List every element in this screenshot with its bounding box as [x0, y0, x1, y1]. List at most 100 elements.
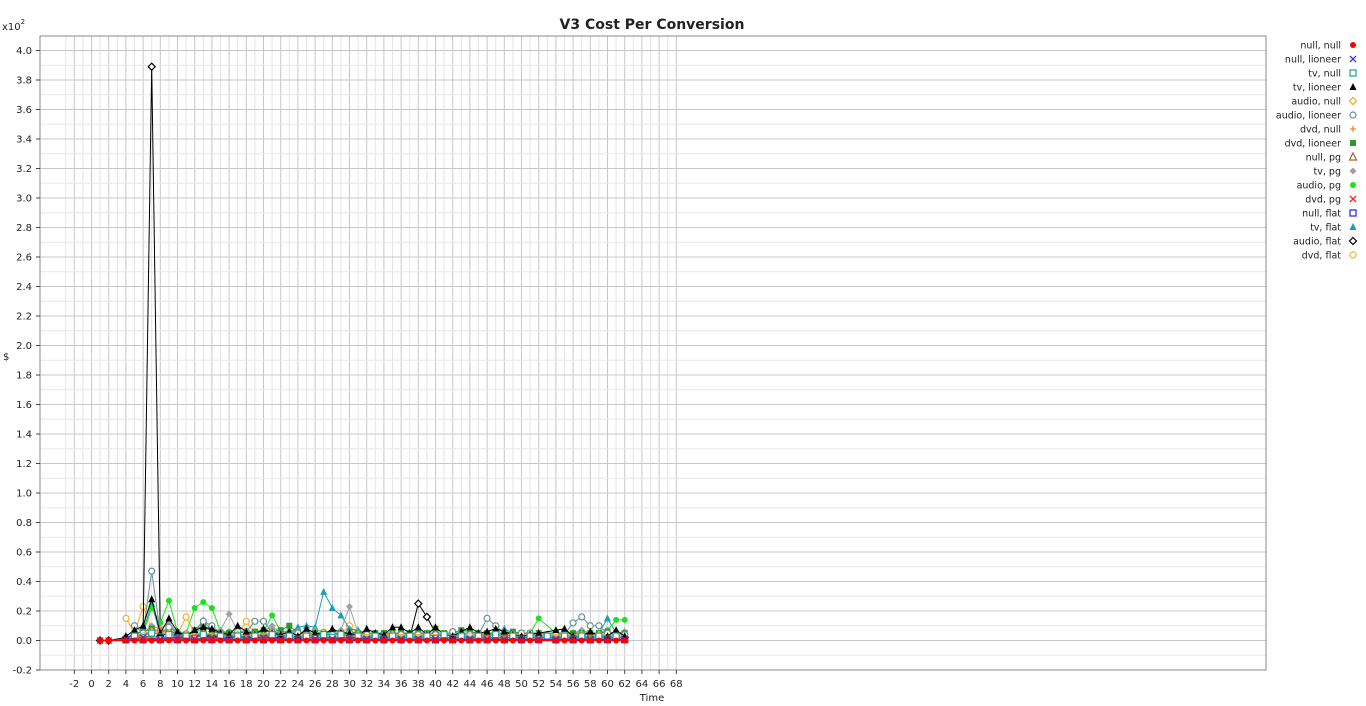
- data-point: [165, 637, 172, 644]
- data-point: [217, 637, 224, 644]
- x-tick-label: 58: [584, 679, 597, 690]
- data-point: [346, 637, 353, 644]
- x-tick-label: 24: [292, 679, 305, 690]
- data-point: [260, 631, 267, 638]
- data-point: [251, 637, 258, 644]
- data-point: [612, 626, 620, 634]
- data-point: [199, 630, 207, 639]
- x-tick-label: 38: [412, 679, 425, 690]
- legend-item: dvd, flat: [1302, 251, 1357, 262]
- legend-marker: [1349, 209, 1357, 217]
- data-point: [621, 616, 628, 623]
- legend-label: audio, lioneer: [1276, 111, 1341, 122]
- data-point: [148, 595, 156, 603]
- data-point: [208, 637, 215, 644]
- data-point: [131, 626, 138, 634]
- x-tick-label: 68: [670, 679, 683, 690]
- data-point: [509, 637, 516, 644]
- x-tick-label: 46: [481, 679, 494, 690]
- data-point: [251, 617, 259, 625]
- x-tick-label: 48: [498, 679, 511, 690]
- data-point: [535, 637, 542, 644]
- legend-label: dvd, flat: [1302, 251, 1342, 262]
- y-tick-label: 2.2: [16, 312, 32, 323]
- data-point: [613, 637, 620, 644]
- legend-item: audio, null: [1291, 97, 1358, 108]
- x-tick-label: 50: [515, 679, 528, 690]
- data-point: [303, 624, 310, 632]
- data-point: [148, 637, 155, 644]
- data-point: [286, 622, 293, 629]
- data-point: [586, 627, 594, 635]
- data-point: [578, 613, 586, 621]
- data-point: [182, 613, 190, 621]
- x-tick-label: 28: [326, 679, 339, 690]
- data-point: [208, 605, 215, 612]
- data-point: [200, 637, 207, 644]
- legend-item: tv, lioneer: [1293, 83, 1357, 94]
- y-tick-label: 3.0: [16, 194, 32, 205]
- x-tick-label: 30: [343, 679, 356, 690]
- data-point: [226, 637, 233, 644]
- data-point: [174, 637, 181, 644]
- data-point: [458, 637, 465, 644]
- y-tick-label: 1.4: [16, 430, 32, 441]
- data-point: [483, 614, 491, 622]
- data-point: [286, 637, 293, 644]
- data-point: [501, 637, 508, 644]
- legend-label: tv, null: [1308, 69, 1341, 80]
- data-point: [346, 603, 353, 611]
- data-point: [449, 637, 456, 644]
- data-point: [269, 637, 276, 644]
- data-point: [165, 630, 173, 639]
- data-point: [122, 614, 130, 622]
- data-point: [492, 630, 500, 639]
- x-tick-label: 2: [106, 679, 112, 690]
- data-point: [294, 623, 302, 631]
- y-tick-label: 1.6: [16, 400, 32, 411]
- x-tick-label: 8: [157, 679, 163, 690]
- legend-label: tv, flat: [1310, 223, 1341, 234]
- legend-marker: [1349, 251, 1357, 259]
- legend-marker: [1349, 55, 1357, 63]
- x-tick-label: 54: [550, 679, 563, 690]
- data-point: [269, 612, 276, 619]
- series-line: [125, 597, 625, 637]
- data-point: [398, 637, 405, 644]
- data-point: [432, 637, 439, 644]
- legend-label: dvd, null: [1300, 125, 1341, 136]
- data-point: [139, 621, 147, 629]
- data-point: [500, 627, 508, 635]
- legend-label: audio, flat: [1293, 237, 1341, 248]
- legend-marker: [1350, 42, 1356, 48]
- y-tick-label: 0.6: [16, 548, 32, 559]
- data-point: [268, 630, 276, 639]
- y-axis-multiplier: x102: [2, 18, 25, 33]
- legend-item: audio, pg: [1297, 181, 1356, 192]
- y-multiplier-exponent: 2: [21, 18, 25, 26]
- plot-frame: [39, 35, 1267, 671]
- y-tick-label: 2.8: [16, 223, 32, 234]
- legend-marker: [1349, 69, 1357, 77]
- legend-label: null, null: [1300, 41, 1341, 52]
- legend-marker: [1348, 151, 1358, 161]
- data-point: [147, 62, 157, 72]
- x-tick-label: 62: [618, 679, 631, 690]
- legend-marker: [1350, 140, 1356, 146]
- x-tick-label: 6: [140, 679, 146, 690]
- legend-marker: [1349, 223, 1357, 230]
- y-tick-label: 1.8: [16, 371, 32, 382]
- data-point: [604, 614, 611, 622]
- data-point: [260, 637, 267, 644]
- data-point: [578, 637, 585, 644]
- data-point: [157, 637, 164, 644]
- data-point: [372, 637, 379, 644]
- legend-label: null, flat: [1302, 209, 1341, 220]
- x-tick-label: 22: [274, 679, 287, 690]
- y-tick-label: 2.4: [16, 282, 32, 293]
- data-point: [346, 629, 353, 637]
- legend-item: audio, flat: [1293, 237, 1358, 248]
- data-point: [277, 627, 284, 634]
- legend: null, null null, lioneer tv, null tv, lione…: [1276, 41, 1358, 262]
- legend-marker: [1349, 83, 1357, 90]
